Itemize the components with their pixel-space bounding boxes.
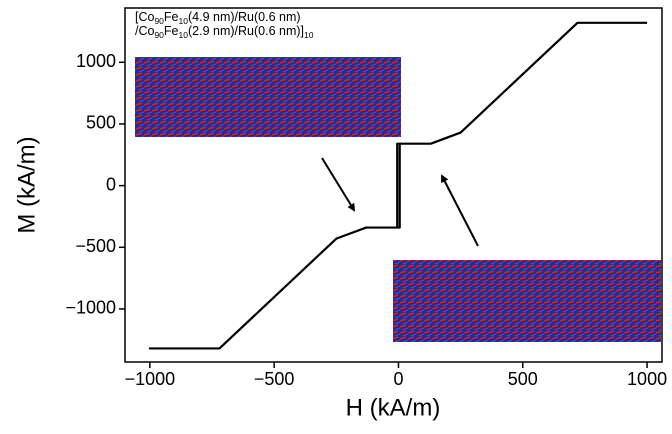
plot-area: [148, 21, 648, 350]
annotation: /Co90Fe10(2.9 nm)/Ru(0.6 nm)]10: [135, 24, 314, 40]
x-tick-label: −1000: [125, 369, 176, 389]
annotation: [Co90Fe10(4.9 nm)/Ru(0.6 nm): [135, 10, 301, 26]
annotation-part: 10: [179, 30, 189, 40]
spin-inset-top: [135, 57, 401, 137]
annotation-part: /Co: [135, 24, 155, 38]
spin-inset-bottom: [393, 260, 661, 342]
y-axis-label: M (kA/m): [13, 136, 40, 233]
y-tick-label: −1000: [65, 298, 116, 318]
annotation-part: 90: [154, 30, 164, 40]
x-tick-label: 1000: [627, 369, 667, 389]
annotation-part: 90: [154, 16, 164, 26]
y-tick-label: −500: [75, 236, 116, 256]
annotation-part: Fe: [164, 10, 179, 24]
y-tick-label: 1000: [76, 51, 116, 71]
annotation-part: (4.9 nm)/Ru(0.6 nm): [188, 10, 301, 24]
x-tick-label: 0: [393, 369, 403, 389]
arrow: [321, 157, 356, 212]
y-tick-label: 0: [106, 174, 116, 194]
x-axis-label: H (kA/m): [346, 394, 441, 421]
arrow: [441, 174, 479, 247]
y-tick-label: 500: [86, 113, 116, 133]
annotation-part: (2.9 nm)/Ru(0.6 nm)]: [188, 24, 304, 38]
data-line: [148, 21, 648, 350]
x-tick-label: 500: [508, 369, 538, 389]
x-tick-label: −500: [254, 369, 295, 389]
annotation-part: 10: [179, 16, 189, 26]
annotation-part: Fe: [164, 24, 179, 38]
annotation-part: [Co: [135, 10, 155, 24]
annotation-part: 10: [304, 30, 314, 40]
